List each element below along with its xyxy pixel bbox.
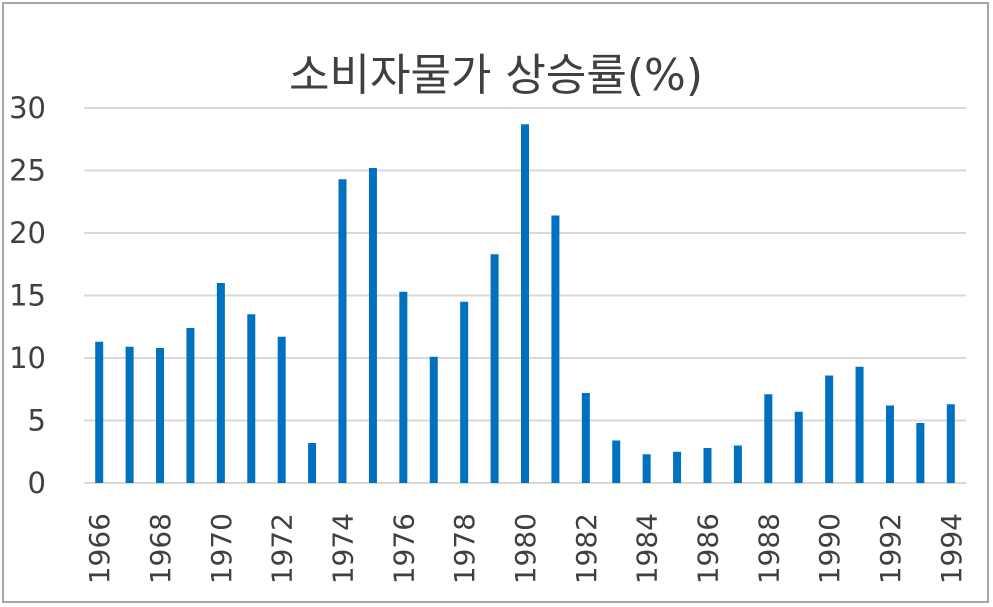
- x-tick-label: 1992: [874, 513, 907, 584]
- y-axis-ticks: 0 5 10 15 20 25 30: [9, 91, 46, 500]
- bar-1991: [855, 366, 864, 483]
- y-tick-label: 30: [9, 91, 46, 125]
- bar-1972: [277, 336, 286, 483]
- y-tick-label: 15: [9, 279, 46, 313]
- bar-1994: [946, 404, 955, 483]
- chart-title: 소비자물가 상승률(%): [289, 50, 703, 101]
- x-tick-label: 1994: [935, 513, 968, 584]
- bar-1968: [156, 348, 165, 483]
- bar-1971: [247, 314, 256, 483]
- bar-1988: [764, 394, 773, 483]
- x-tick-label: 1984: [631, 513, 664, 584]
- x-tick-label: 1982: [570, 513, 603, 584]
- bar-1983: [612, 440, 621, 483]
- y-tick-label: 20: [9, 216, 46, 250]
- bar-1984: [642, 454, 651, 483]
- bar-1986: [703, 448, 712, 483]
- y-tick-label: 10: [9, 341, 46, 375]
- bar-1992: [885, 405, 894, 483]
- bar-1985: [673, 451, 682, 483]
- bar-1973: [308, 443, 317, 483]
- bar-1980: [521, 124, 529, 483]
- bar-1977: [429, 356, 438, 483]
- x-tick-label: 1974: [327, 513, 360, 584]
- bar-1990: [825, 375, 834, 483]
- x-axis-ticks: 1966 1968 1970 1972 1974 1976 1978 1980 1982 1984…: [83, 513, 968, 584]
- x-tick-label: 1970: [205, 513, 238, 584]
- bar-1978: [460, 301, 469, 483]
- bar-1966: [95, 341, 104, 483]
- bar-1975: [368, 168, 377, 483]
- x-tick-label: 1978: [448, 513, 481, 584]
- x-tick-label: 1968: [144, 513, 177, 584]
- y-tick-label: 25: [9, 154, 46, 188]
- bar-1976: [399, 291, 408, 483]
- bar-1979: [490, 254, 499, 483]
- x-tick-label: 1976: [387, 513, 420, 584]
- bar-1993: [916, 423, 925, 483]
- x-tick-label: 1988: [752, 513, 785, 584]
- x-tick-label: 1986: [691, 513, 724, 584]
- x-tick-label: 1966: [83, 513, 116, 584]
- bar-1982: [581, 393, 590, 483]
- bar-1981: [551, 215, 560, 483]
- x-tick-label: 1990: [813, 513, 846, 584]
- bar-1987: [733, 445, 742, 483]
- bar-1989: [794, 411, 803, 483]
- bars: [95, 124, 955, 483]
- y-tick-label: 5: [28, 404, 46, 438]
- bar-1967: [125, 346, 134, 483]
- bar-1970: [216, 283, 225, 483]
- x-tick-label: 1972: [266, 513, 299, 584]
- x-tick-label: 1980: [509, 513, 542, 584]
- y-tick-label: 0: [28, 466, 46, 500]
- bar-1974: [338, 179, 347, 483]
- bar-1969: [186, 328, 195, 483]
